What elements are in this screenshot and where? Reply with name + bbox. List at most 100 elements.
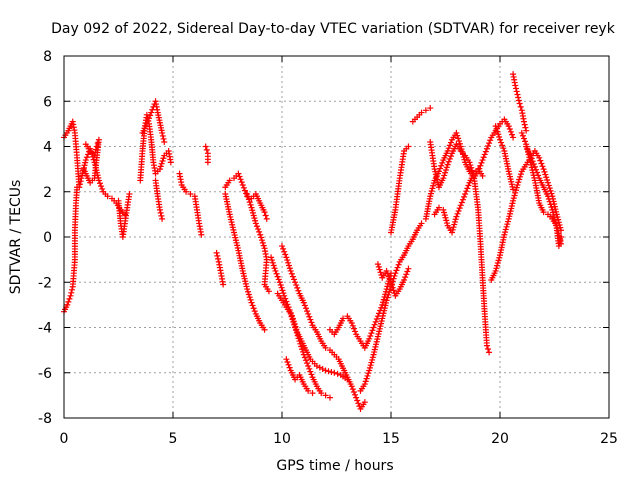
- data-point: [275, 276, 282, 283]
- data-point: [289, 273, 296, 280]
- data-point: [322, 344, 329, 351]
- data-point: [238, 179, 245, 186]
- data-point: [307, 368, 314, 375]
- data-point: [235, 170, 242, 177]
- data-point: [237, 176, 244, 183]
- data-point: [389, 284, 396, 291]
- data-point: [355, 400, 362, 407]
- y-tick-label: -2: [38, 275, 52, 291]
- data-point: [274, 273, 281, 280]
- data-point: [477, 162, 484, 169]
- data-point: [444, 148, 451, 155]
- data-point: [512, 85, 519, 92]
- data-point: [539, 163, 546, 170]
- data-point: [515, 97, 522, 104]
- data-point: [498, 139, 505, 146]
- data-point: [487, 137, 494, 144]
- data-point: [510, 134, 517, 141]
- data-point: [148, 109, 155, 116]
- data-point: [284, 257, 291, 264]
- data-point: [236, 173, 243, 180]
- data-point: [269, 259, 276, 266]
- data-point: [380, 296, 387, 303]
- data-point: [283, 298, 290, 305]
- data-point: [220, 281, 227, 288]
- data-point: [502, 229, 509, 236]
- data-point: [281, 292, 288, 299]
- data-point: [248, 204, 255, 211]
- data-point: [455, 207, 462, 214]
- x-tick-label: 15: [382, 431, 400, 447]
- data-point: [265, 288, 272, 295]
- data-point: [405, 265, 412, 272]
- data-point: [318, 390, 325, 397]
- data-point: [485, 345, 492, 352]
- data-point: [544, 193, 551, 200]
- data-point: [468, 164, 475, 171]
- data-point: [159, 215, 166, 222]
- data-point: [286, 265, 293, 272]
- x-tick-label: 0: [60, 431, 69, 447]
- data-point: [430, 180, 437, 187]
- data-point: [126, 191, 133, 198]
- data-point: [334, 370, 341, 377]
- data-point: [368, 330, 375, 337]
- data-point: [548, 204, 555, 211]
- data-point: [353, 394, 360, 401]
- data-point: [495, 257, 502, 264]
- data-point: [251, 308, 258, 315]
- data-point: [307, 316, 314, 323]
- data-point: [305, 362, 312, 369]
- data-point: [449, 229, 456, 236]
- data-point: [454, 132, 461, 139]
- data-point: [435, 168, 442, 175]
- data-point: [451, 218, 458, 225]
- data-point: [542, 171, 549, 178]
- data-point: [239, 181, 246, 188]
- data-point: [382, 291, 389, 298]
- data-point: [80, 166, 87, 173]
- data-point: [299, 346, 306, 353]
- data-point: [364, 372, 371, 379]
- data-point: [463, 188, 470, 195]
- data-point: [460, 154, 467, 161]
- data-point: [437, 165, 444, 172]
- data-point: [543, 174, 550, 181]
- data-point: [306, 365, 313, 372]
- data-point: [388, 281, 395, 288]
- data-point: [215, 255, 222, 262]
- data-point: [255, 226, 262, 233]
- data-point: [252, 217, 259, 224]
- data-point: [520, 135, 527, 142]
- data-point: [480, 154, 487, 161]
- data-point: [454, 210, 461, 217]
- data-point: [95, 177, 102, 184]
- data-point: [486, 349, 493, 356]
- data-point: [99, 185, 106, 192]
- data-point: [245, 196, 252, 203]
- data-point: [251, 215, 258, 222]
- data-point: [369, 354, 376, 361]
- data-point: [146, 115, 153, 122]
- data-point: [438, 162, 445, 169]
- data-point: [291, 320, 298, 327]
- data-point: [496, 133, 503, 140]
- data-point: [506, 125, 513, 132]
- data-point: [494, 128, 501, 135]
- data-point: [281, 248, 288, 255]
- data-point: [547, 187, 554, 194]
- data-point: [293, 282, 300, 289]
- data-point: [278, 284, 285, 291]
- data-point: [261, 209, 268, 216]
- data-point: [159, 129, 166, 136]
- data-point: [456, 138, 463, 145]
- data-point: [302, 357, 309, 364]
- data-point: [306, 313, 313, 320]
- data-point: [517, 173, 524, 180]
- data-point: [540, 166, 547, 173]
- data-point: [459, 196, 466, 203]
- data-point: [240, 184, 247, 191]
- data-point: [395, 261, 402, 268]
- data-point: [440, 206, 447, 213]
